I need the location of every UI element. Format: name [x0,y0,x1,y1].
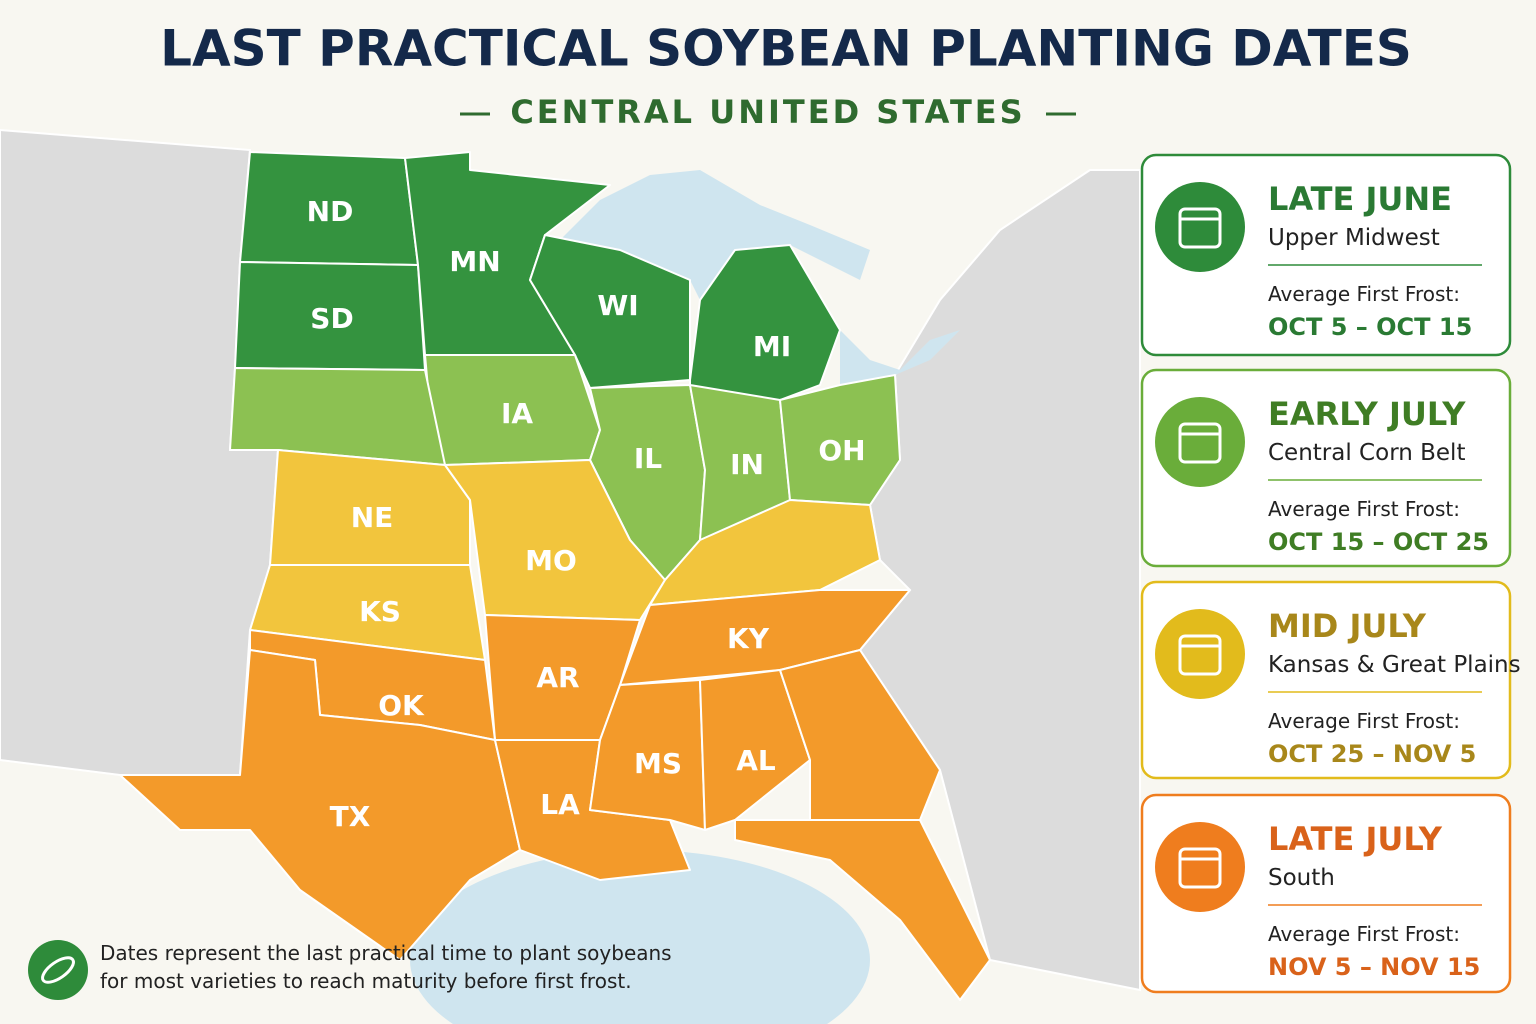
legend-title: MID JULY [1268,607,1427,645]
footnote: Dates represent the last practical time … [100,941,672,965]
background-map [0,128,1141,1024]
calendar-icon [1155,397,1245,487]
state [269,449,471,566]
title: LAST PRACTICAL SOYBEAN PLANTING DATES [160,20,1412,78]
state-label: OK [378,689,425,722]
legend-title: LATE JULY [1268,820,1443,858]
state-label: AR [536,661,579,694]
state [699,669,811,831]
state-label: MI [753,330,791,363]
frost-label: Average First Frost: [1268,497,1460,521]
legend-title: LATE JUNE [1268,180,1452,218]
state-label: MS [634,747,682,780]
calendar-glyph [1178,422,1222,464]
state-label: SD [310,302,353,335]
frost-dates: OCT 5 – OCT 15 [1268,313,1472,341]
calendar-glyph [1178,207,1222,249]
soy-pod [41,956,75,984]
state-label: LA [540,788,580,821]
state-label: MN [449,245,500,278]
frost-dates: OCT 15 – OCT 25 [1268,528,1489,556]
state [229,367,446,466]
frost-label: Average First Frost: [1268,282,1460,306]
state-label: NE [351,501,394,534]
calendar-glyph [1178,847,1222,889]
soy-icon [28,940,88,1000]
legend-region: Central Corn Belt [1268,440,1465,466]
state-label: OH [818,434,865,467]
footnote: for most varieties to reach maturity bef… [100,969,632,993]
frost-dates: OCT 25 – NOV 5 [1268,740,1476,768]
frost-label: Average First Frost: [1268,709,1460,733]
state-label: ND [307,195,354,228]
state-label: IN [730,448,764,481]
state-label: MO [525,544,577,577]
state-label: TX [330,800,371,833]
calendar-glyph [1178,634,1222,676]
legend-region: Kansas & Great Plains [1268,652,1521,678]
state [734,819,991,1001]
legend-region: Upper Midwest [1268,225,1440,251]
calendar-icon [1155,182,1245,272]
state-label: IA [501,397,533,430]
state-labels: ND SD MN WI MI IA IL IN OH NE KS MO KY A… [307,195,866,833]
legend-title: EARLY JULY [1268,395,1466,433]
state-label: KY [727,622,770,655]
calendar-icon [1155,609,1245,699]
state-label: KS [359,595,401,628]
state-label: AL [736,744,776,777]
state-label: WI [597,289,638,322]
legend: LATE JUNE Upper Midwest Average First Fros… [1140,153,1521,994]
state-label: IL [634,442,662,475]
frost-label: Average First Frost: [1268,922,1460,946]
calendar-icon [1155,822,1245,912]
states [119,151,991,1001]
subtitle: CENTRAL UNITED STATES [510,93,1025,131]
frost-dates: NOV 5 – NOV 15 [1268,953,1480,981]
legend-region: South [1268,865,1335,891]
